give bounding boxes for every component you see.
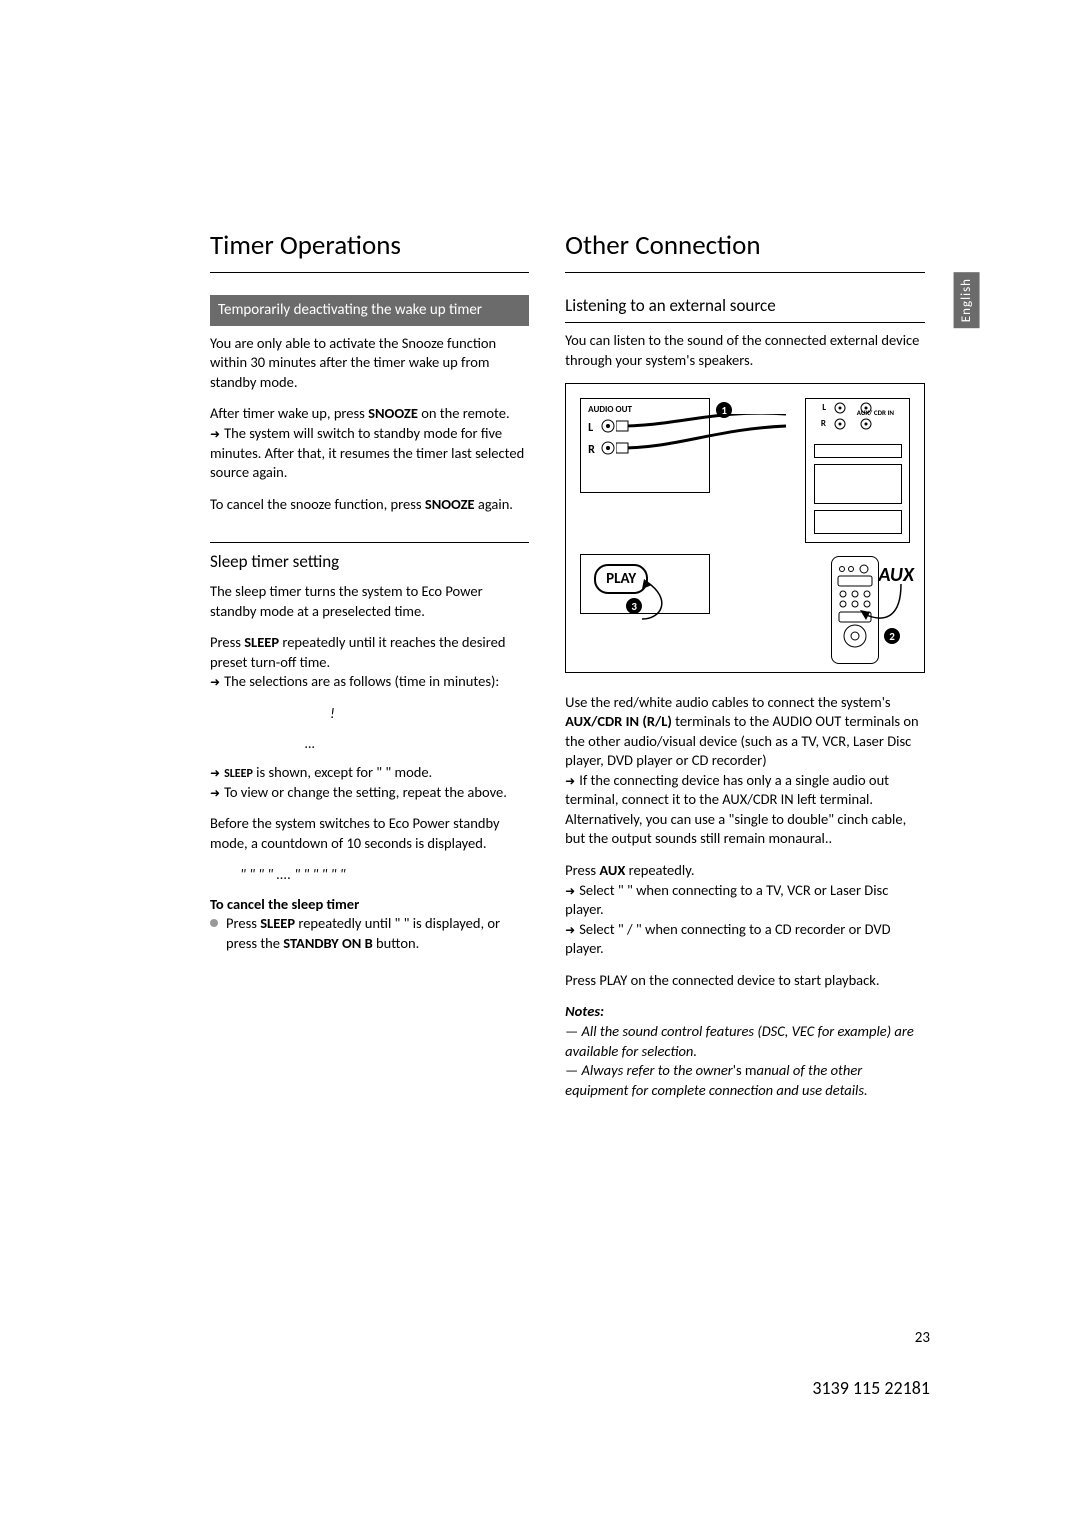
heading-other-connection: Other Connection — [565, 228, 925, 273]
bullet-icon — [210, 919, 218, 927]
sleep-sequence-line2: … — [305, 734, 529, 754]
play-button: PLAY — [594, 564, 648, 594]
text: again. — [475, 495, 513, 513]
listen-intro: You can listen to the sound of the conne… — [565, 331, 925, 370]
subheader-deactivate-timer: Temporarily deactivating the wake up tim… — [210, 295, 529, 325]
arrow-icon — [565, 920, 579, 938]
press-play: Press PLAY on the connected device to st… — [565, 971, 925, 991]
arrow-curve-icon — [642, 579, 722, 639]
text: button. — [373, 934, 420, 952]
note-2: — Always refer to the owner's manual of … — [565, 1061, 925, 1100]
r-label: R — [588, 442, 595, 458]
language-tab: English — [954, 272, 980, 328]
text: 's m — [733, 1061, 757, 1079]
unit-panel — [814, 444, 902, 458]
rca-jack-icon — [834, 402, 846, 414]
step-3-icon: 3 — [626, 598, 642, 614]
standby-b: B — [365, 934, 373, 952]
text: Press — [226, 914, 260, 932]
left-column: Timer Operations Temporarily deactivatin… — [210, 228, 529, 1100]
text: Press — [565, 861, 599, 879]
sleep-selections: The selections are as follows (time in m… — [224, 672, 499, 690]
sleep-intro: The sleep timer turns the system to Eco … — [210, 582, 529, 621]
heading-sleep-timer: Sleep timer setting — [210, 551, 529, 574]
document-code: 3139 115 22181 — [812, 1376, 930, 1400]
unit-panel — [814, 464, 902, 504]
divider — [210, 542, 529, 543]
page-layout: Timer Operations Temporarily deactivatin… — [0, 0, 1080, 1100]
text: on the remote. — [418, 404, 510, 422]
text: repeatedly. — [625, 861, 694, 879]
text: To cancel the snooze function, press — [210, 495, 425, 513]
heading-cancel-sleep: To cancel the sleep timer — [210, 895, 529, 915]
snooze-result: The system will switch to standby mode f… — [210, 424, 524, 481]
snooze-cancel: To cancel the snooze function, press SNO… — [210, 495, 529, 515]
snooze-note: You are only able to activate the Snooze… — [210, 334, 529, 393]
text: Use the red/white audio cables to connec… — [565, 693, 890, 711]
cable-icon — [616, 414, 816, 494]
note-1: — All the sound control features (DSC, V… — [565, 1022, 925, 1061]
snooze-key-1: SNOOZE — [368, 404, 418, 422]
rca-jack-icon — [600, 440, 616, 456]
l-label: L — [588, 420, 593, 436]
l2-label: L — [822, 402, 826, 414]
snooze-step-1: After timer wake up, press SNOOZE on the… — [210, 404, 529, 482]
unit-panel — [814, 510, 902, 534]
sleep-countdown-intro: Before the system switches to Eco Power … — [210, 814, 529, 853]
r2-label: R — [821, 418, 826, 430]
arrow-curve-icon — [846, 576, 906, 636]
connect-instructions: Use the red/white audio cables to connec… — [565, 693, 925, 850]
text: Press — [210, 633, 244, 651]
sleep-step-1: Press SLEEP repeatedly until it reaches … — [210, 633, 529, 692]
sleep-key-cancel: SLEEP — [260, 914, 295, 932]
rca-jack-icon — [600, 418, 616, 434]
standby-key: STANDBY ON — [283, 934, 361, 952]
select-cd: Select " / " when connecting to a CD rec… — [565, 920, 890, 958]
rca-jack-icon — [834, 418, 846, 430]
notes-heading: Notes: — [565, 1002, 925, 1022]
text: — Always refer to the owner — [565, 1061, 733, 1079]
snooze-key-2: SNOOZE — [425, 495, 475, 513]
text: After timer wake up, press — [210, 404, 368, 422]
arrow-icon — [565, 881, 579, 899]
right-column: Other Connection Listening to an externa… — [565, 228, 925, 1100]
sleep-view-change: To view or change the setting, repeat th… — [224, 783, 507, 801]
heading-listening-external: Listening to an external source — [565, 295, 925, 323]
aux-key: AUX — [599, 861, 625, 879]
select-tv: Select " " when connecting to a TV, VCR … — [565, 881, 888, 919]
connection-diagram: AUDIO OUT L R 1 AUX/ CDR IN L R — [565, 383, 925, 673]
arrow-icon — [210, 763, 224, 781]
sleep-sequence-line1: ! — [330, 704, 529, 724]
text: is shown, except for " " mode. — [253, 763, 432, 781]
sleep-shown: SLEEP is shown, except for " " mode. To … — [210, 763, 529, 802]
heading-timer-operations: Timer Operations — [210, 228, 529, 273]
rca-jack-icon — [860, 402, 872, 414]
cancel-bullet: Press SLEEP repeatedly until " " is disp… — [210, 914, 529, 953]
cancel-text: Press SLEEP repeatedly until " " is disp… — [226, 914, 529, 953]
aux-terminals: AUX/CDR IN (R/L) — [565, 712, 672, 730]
sleep-countdown-display: " " " " .... " " " " " " — [240, 865, 529, 885]
press-aux: Press AUX repeatedly. Select " " when co… — [565, 861, 925, 959]
single-terminal-note: If the connecting device has only a a si… — [565, 771, 906, 848]
arrow-icon — [565, 771, 579, 789]
page-number: 23 — [915, 1328, 930, 1348]
sleep-key: SLEEP — [244, 633, 279, 651]
step-1-icon: 1 — [716, 402, 732, 418]
arrow-icon — [210, 672, 224, 690]
sleep-label: SLEEP — [224, 767, 253, 781]
arrow-icon — [210, 424, 224, 442]
arrow-icon — [210, 783, 224, 801]
rca-jack-icon — [860, 418, 872, 430]
